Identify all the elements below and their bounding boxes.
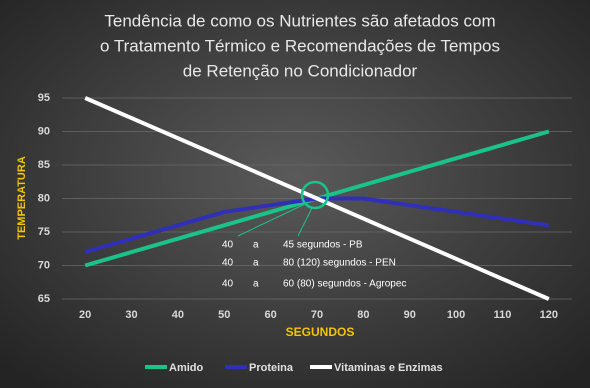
annotation: a [253, 279, 259, 290]
legend-label: Proteina [249, 362, 294, 374]
annotation: 40 [222, 240, 234, 251]
arrow [297, 207, 313, 237]
annotation: 40 [222, 279, 234, 290]
x-tick-label: 20 [79, 309, 91, 321]
annotation: 80 (120) segundos - PEN [283, 258, 396, 269]
x-tick-label: 60 [265, 309, 277, 321]
plot-area: 65 70 75 80 85 90 95 20 30 40 50 60 70 80 90 100 110 120 4… [38, 92, 572, 374]
y-tick-label: 80 [38, 192, 50, 204]
title-line: de Retenção no Condicionador [183, 61, 418, 80]
x-tick-label: 100 [447, 309, 465, 321]
x-tick-label: 80 [357, 309, 369, 321]
x-tick-label: 40 [172, 309, 184, 321]
x-tick-label: 70 [311, 309, 323, 321]
annotation: 40 [222, 258, 234, 269]
x-axis-label: SEGUNDOS [286, 325, 355, 339]
y-tick-label: 75 [38, 226, 50, 238]
title-line: Tendência de como os Nutrientes são afet… [104, 11, 495, 30]
arrow [237, 203, 306, 237]
annotation: 45 segundos - PB [283, 240, 363, 251]
x-tick-label: 120 [540, 309, 558, 321]
y-tick-label: 85 [38, 159, 50, 171]
series-line [84, 96, 550, 301]
legend-label: Vitaminas e Enzimas [334, 362, 443, 374]
y-tick-label: 90 [38, 125, 50, 137]
legend-label: Amido [169, 362, 204, 374]
annotation: a [253, 240, 259, 251]
highlight-circle [300, 180, 330, 210]
y-tick-label: 70 [38, 259, 50, 271]
annotation: a [253, 258, 259, 269]
y-tick-label: 95 [38, 92, 50, 104]
x-tick-label: 90 [404, 309, 416, 321]
x-tick-label: 50 [218, 309, 230, 321]
y-tick-label: 65 [38, 293, 50, 305]
y-axis-label: TEMPERATURA [16, 156, 28, 240]
annotation: 60 (80) segundos - Agropec [283, 279, 406, 290]
title: Tendência de como os Nutrientes são afet… [100, 11, 500, 80]
x-tick-label: 110 [494, 309, 512, 321]
title-line: o Tratamento Térmico e Recomendações de … [100, 36, 500, 55]
x-tick-label: 30 [125, 309, 137, 321]
